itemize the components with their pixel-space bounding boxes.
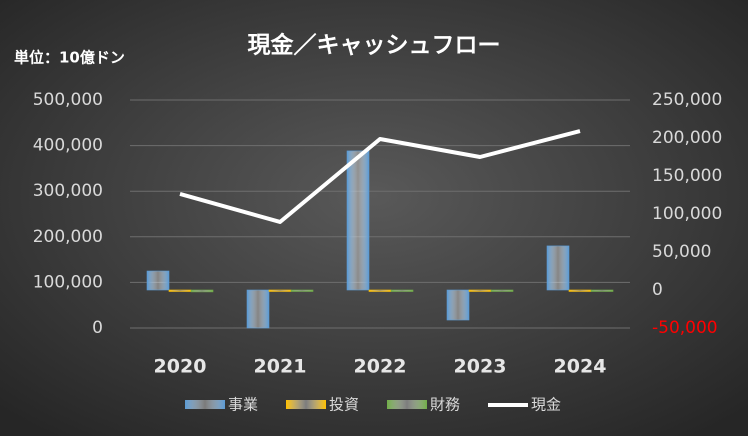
bar	[146, 270, 170, 291]
chart-title: 現金／キャッシュフロー	[248, 32, 501, 59]
y-tick-label: 300,000	[33, 181, 103, 201]
y2-tick-label: 0	[652, 280, 663, 300]
legend-label: 現金	[531, 396, 561, 414]
bar	[568, 289, 592, 292]
bar	[390, 289, 414, 292]
y-tick-label: 500,000	[33, 90, 103, 110]
bar	[590, 289, 614, 292]
y2-tick-label: 150,000	[652, 166, 722, 186]
y2-tick-label: 50,000	[652, 242, 711, 262]
y2-tick-label: 200,000	[652, 128, 722, 148]
bar	[490, 289, 514, 292]
y2-tick-label: 100,000	[652, 204, 722, 224]
x-tick-label: 2024	[554, 356, 607, 378]
bar	[268, 289, 292, 292]
y2-tick-label: 250,000	[652, 90, 722, 110]
bar	[346, 150, 370, 291]
y-tick-label: 200,000	[33, 227, 103, 247]
bar	[246, 289, 270, 329]
bar	[190, 289, 214, 293]
bar	[546, 245, 570, 291]
bar	[468, 289, 492, 292]
y2-tick-label: -50,000	[652, 318, 718, 338]
unit-label: 単位：10億ドン	[14, 49, 125, 67]
legend-label: 事業	[228, 396, 258, 414]
legend-swatch	[185, 400, 225, 409]
y-tick-label: 0	[92, 318, 103, 338]
legend-label: 投資	[329, 396, 359, 414]
x-tick-label: 2022	[354, 356, 407, 378]
bar	[168, 289, 192, 292]
legend-swatch	[286, 400, 326, 409]
bar	[446, 289, 470, 321]
line	[179, 129, 581, 224]
y-tick-label: 400,000	[33, 136, 103, 156]
bar	[290, 289, 314, 292]
y-tick-label: 100,000	[33, 272, 103, 292]
x-tick-label: 2023	[454, 356, 507, 378]
x-tick-label: 2020	[154, 356, 207, 378]
bar	[368, 289, 392, 292]
legend-label: 財務	[430, 396, 460, 414]
x-tick-label: 2021	[254, 356, 307, 378]
legend-swatch	[387, 400, 427, 409]
